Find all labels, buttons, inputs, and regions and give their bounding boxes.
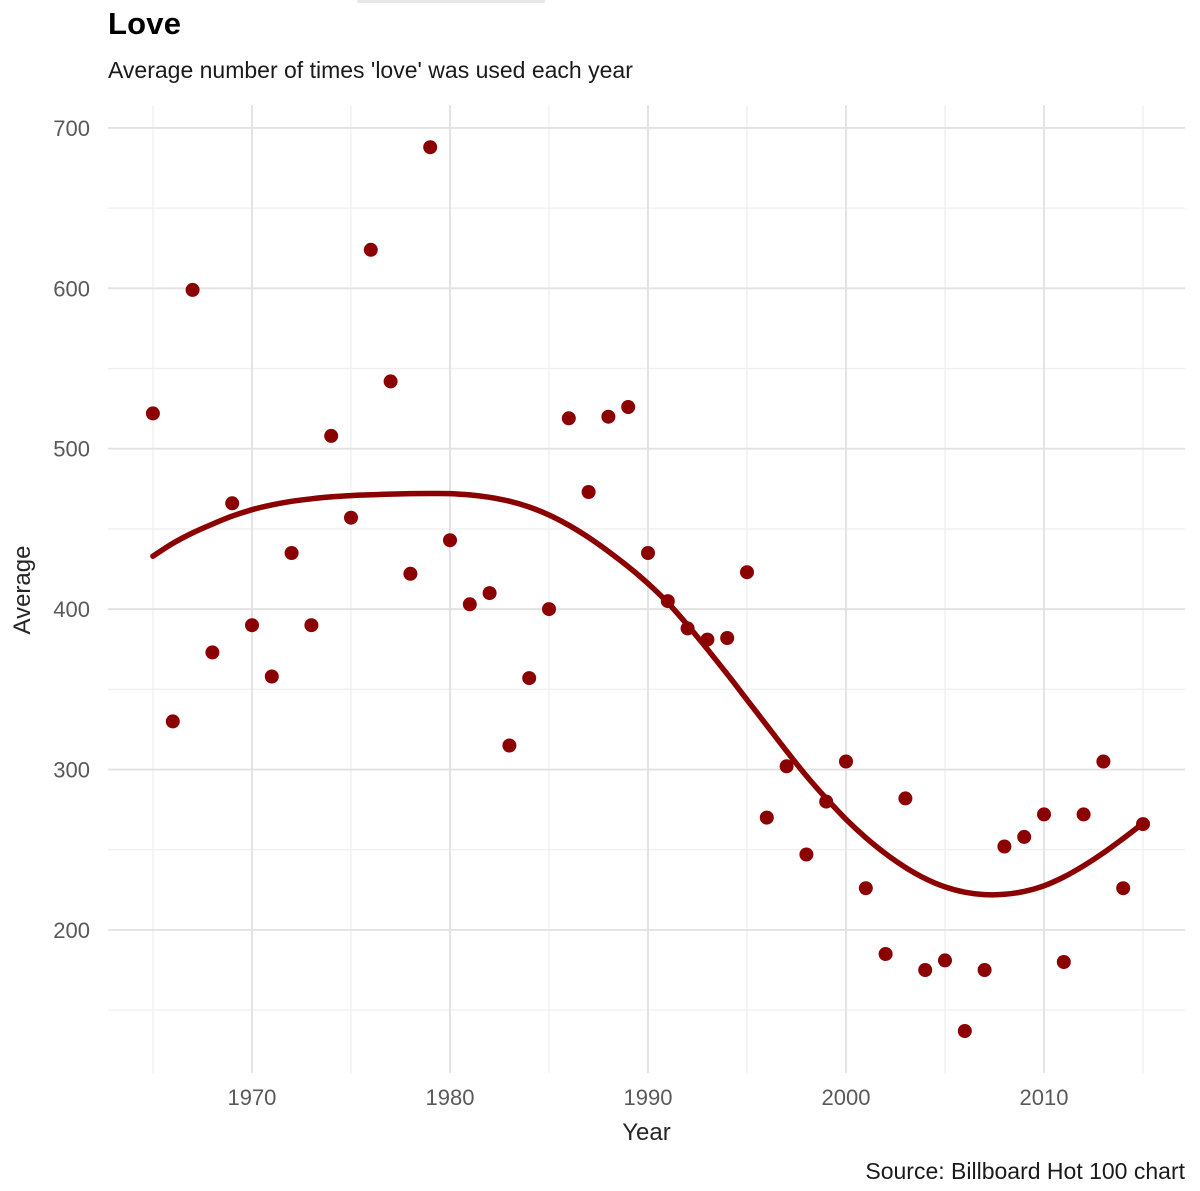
source-caption: Source: Billboard Hot 100 chart xyxy=(865,1158,1185,1184)
data-point xyxy=(898,791,913,806)
data-point xyxy=(641,546,655,560)
y-tick-label: 700 xyxy=(53,116,90,141)
data-point xyxy=(1116,881,1131,896)
x-tick-label: 1970 xyxy=(227,1085,276,1110)
x-tick-label: 2010 xyxy=(1020,1085,1069,1110)
x-tick-label: 2000 xyxy=(822,1085,871,1110)
data-point xyxy=(363,242,378,257)
data-point xyxy=(997,839,1012,854)
data-point xyxy=(344,510,358,525)
data-point xyxy=(601,409,616,424)
data-point xyxy=(264,669,279,684)
data-point xyxy=(918,963,933,977)
data-point xyxy=(799,847,814,862)
y-tick-label: 200 xyxy=(53,918,90,943)
data-point xyxy=(1017,829,1032,844)
data-point xyxy=(145,406,160,421)
data-point xyxy=(938,953,952,968)
data-point xyxy=(621,400,636,414)
data-point xyxy=(740,565,754,580)
data-point xyxy=(858,881,873,896)
cropped-ui-artifact xyxy=(357,0,545,3)
x-tick-label: 1990 xyxy=(624,1085,673,1110)
data-point xyxy=(839,754,853,769)
data-point xyxy=(443,533,457,548)
chart-title: Love xyxy=(108,6,182,41)
data-point xyxy=(423,140,438,155)
trend-line xyxy=(150,490,1146,898)
x-axis-title: Year xyxy=(622,1119,671,1146)
data-point xyxy=(542,602,556,617)
y-tick-label: 600 xyxy=(53,276,90,301)
y-axis-title: Average xyxy=(9,545,36,635)
y-tick-label: 400 xyxy=(53,597,90,622)
data-point xyxy=(383,374,398,389)
data-point xyxy=(1056,955,1071,969)
data-point xyxy=(205,645,220,660)
data-point xyxy=(502,738,517,753)
data-point xyxy=(779,759,794,774)
data-point xyxy=(185,282,200,297)
data-point xyxy=(165,714,180,729)
chart-subtitle: Average number of times 'love' was used … xyxy=(108,57,633,83)
data-point xyxy=(720,631,735,645)
data-point xyxy=(1096,754,1111,769)
x-tick-label: 1980 xyxy=(425,1085,474,1110)
y-tick-label: 500 xyxy=(53,437,90,462)
data-point xyxy=(1037,807,1051,822)
data-point xyxy=(522,671,537,686)
data-point xyxy=(403,566,418,581)
y-tick-label: 300 xyxy=(53,758,90,783)
data-point xyxy=(759,810,774,825)
data-point xyxy=(581,485,596,499)
data-point xyxy=(561,411,576,426)
data-point xyxy=(225,496,240,511)
data-point xyxy=(878,947,893,961)
data-point xyxy=(324,428,339,443)
data-point xyxy=(1076,807,1091,822)
data-point xyxy=(462,597,477,612)
data-point xyxy=(957,1024,972,1038)
data-point xyxy=(284,546,299,560)
data-point xyxy=(482,586,497,601)
data-point xyxy=(977,963,992,977)
data-point xyxy=(304,618,319,633)
data-point xyxy=(245,618,259,633)
